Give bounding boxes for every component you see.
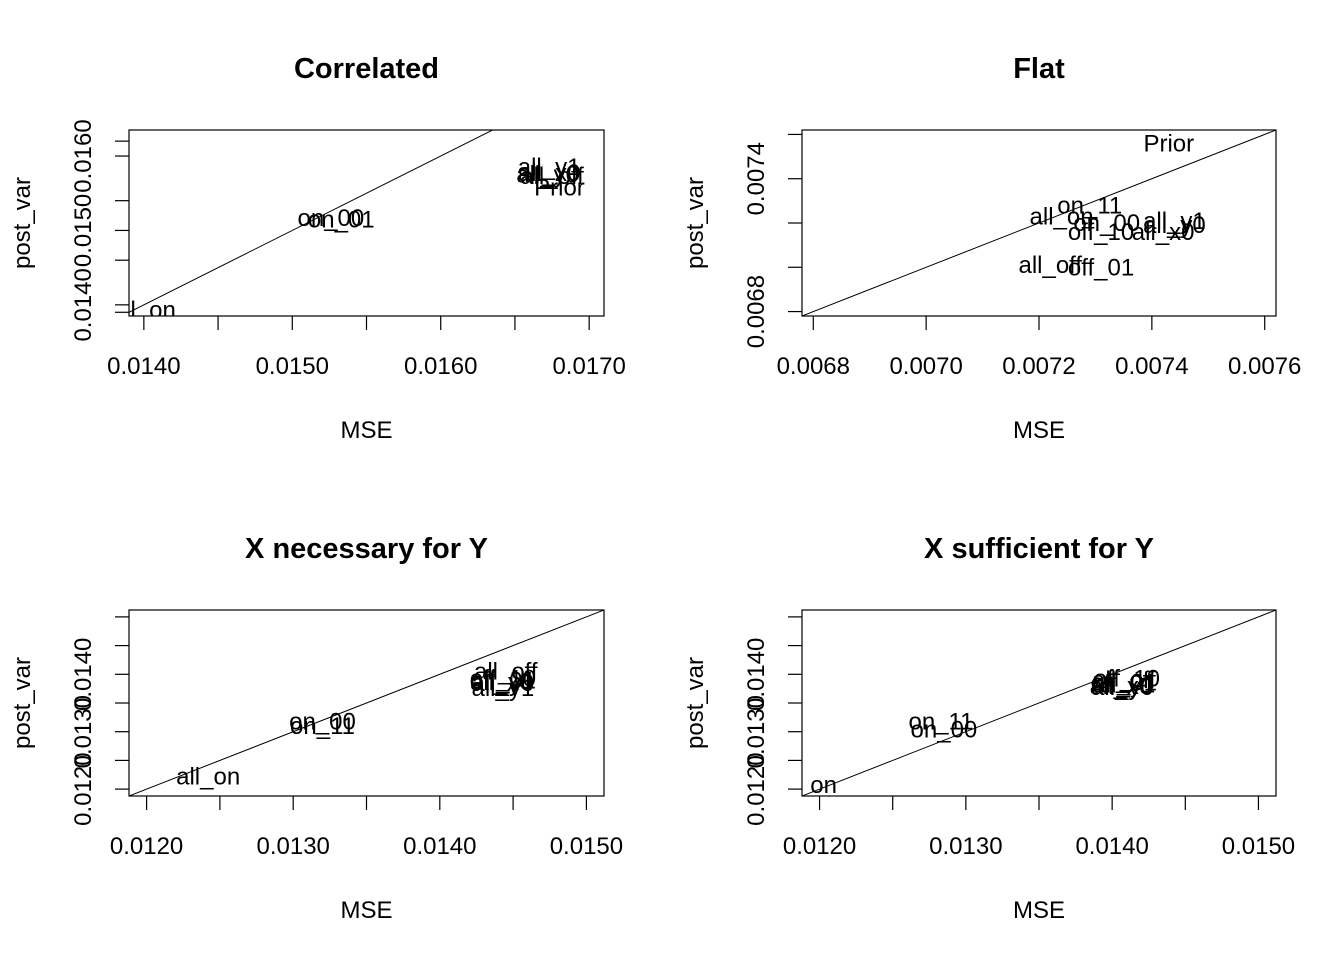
point-label-off-01: off_01 <box>1068 254 1134 281</box>
y-axis-label: post_var <box>9 177 36 269</box>
point-label-all-on: all_on <box>112 297 176 324</box>
x-tick-label: 0.0130 <box>256 833 329 860</box>
diagonal-line <box>802 130 1276 316</box>
point-label-all-on: all_on <box>1030 203 1094 230</box>
point-label-off-10: off_10 <box>470 665 536 692</box>
point-label-off-10: off_10 <box>1068 219 1134 246</box>
x-tick-label: 0.0120 <box>783 833 856 860</box>
point-label-all-y1: all_y1 <box>471 675 534 702</box>
point-label-all-x0: all_x0 <box>518 160 581 187</box>
point-label-prior: Prior <box>1143 130 1194 157</box>
x-axis-label: MSE <box>1013 897 1065 924</box>
point-label-all-y1: all_y1 <box>1143 208 1206 235</box>
x-tick-label: 0.0068 <box>777 353 850 380</box>
x-tick-label: 0.0150 <box>550 833 623 860</box>
diagonal-line <box>802 610 1276 796</box>
x-tick-label: 0.0150 <box>256 353 329 380</box>
y-tick-label: 0.0074 <box>743 142 770 215</box>
point-label-all-off: all_off <box>520 163 584 190</box>
point-label-on-00: on_00 <box>289 708 356 735</box>
x-tick-label: 0.0140 <box>1075 833 1148 860</box>
x-tick-label: 0.0070 <box>889 353 962 380</box>
point-label-all-y0: all_y0 <box>471 670 534 697</box>
y-tick-label: 0.0140 <box>743 638 770 711</box>
y-tick-label: 0.0068 <box>743 275 770 348</box>
x-tick-label: 0.0140 <box>403 833 476 860</box>
point-label-on-00: on_00 <box>298 205 365 232</box>
point-label-all-y1: all_y1 <box>1092 672 1155 699</box>
point-label-all-x0: all_x0 <box>470 669 533 696</box>
y-axis-label: post_var <box>682 657 709 749</box>
y-tick-label: 0.0150 <box>70 194 97 267</box>
point-label-on-11: on_11 <box>290 713 355 740</box>
point-label-all-x0: all_x0 <box>1132 219 1195 246</box>
y-tick-label: 0.0120 <box>743 752 770 825</box>
y-tick-label: 0.0140 <box>70 638 97 711</box>
point-label-all-y0: all_y0 <box>516 162 579 189</box>
point-label-all-off: all_off <box>1092 667 1156 694</box>
diagonal-line <box>129 610 604 796</box>
chart-title: X sufficient for Y <box>924 533 1154 565</box>
x-axis-label: MSE <box>340 897 392 924</box>
point-label-on-11: on_11 <box>1057 192 1122 219</box>
point-label-prior: Prior <box>534 174 585 201</box>
chart-title: Flat <box>1013 53 1065 85</box>
point-label-all-off: all_off <box>1018 252 1082 279</box>
point-label-on-00: on_00 <box>911 716 978 743</box>
x-tick-label: 0.0150 <box>1222 833 1295 860</box>
x-axis-label: MSE <box>340 417 392 444</box>
x-tick-label: 0.0170 <box>552 353 625 380</box>
point-label-all-on: all_on <box>176 763 240 790</box>
point-label-on-00: on_00 <box>1073 210 1140 237</box>
x-tick-label: 0.0076 <box>1228 353 1301 380</box>
point-label-all-off: all_off <box>474 658 538 685</box>
point-label-all-y0: all_y0 <box>1091 674 1154 701</box>
point-label-on-01: on_01 <box>308 206 375 233</box>
y-axis-label: post_var <box>9 657 36 749</box>
chart-title: Correlated <box>294 53 439 85</box>
point-label-off-10: off_10 <box>1094 665 1160 692</box>
y-tick-label: 0.0120 <box>70 752 97 825</box>
x-tick-label: 0.0140 <box>107 353 180 380</box>
x-axis-label: MSE <box>1013 417 1065 444</box>
chart-title: X necessary for Y <box>245 533 488 565</box>
x-tick-label: 0.0072 <box>1002 353 1075 380</box>
point-label-all-y0: all_y0 <box>1143 212 1206 239</box>
y-tick-label: 0.0140 <box>70 268 97 341</box>
y-tick-label: 0.0130 <box>70 695 97 768</box>
x-tick-label: 0.0130 <box>929 833 1002 860</box>
y-tick-label: 0.0160 <box>70 119 97 192</box>
point-label-off-01: off_01 <box>470 668 536 695</box>
x-tick-label: 0.0074 <box>1115 353 1188 380</box>
point-label-all-y1: all_y1 <box>518 154 581 181</box>
point-label-all-on: all_on <box>773 772 837 799</box>
y-tick-label: 0.0130 <box>743 695 770 768</box>
point-label-on-11: on_11 <box>908 708 973 735</box>
x-tick-label: 0.0160 <box>404 353 477 380</box>
x-tick-label: 0.0120 <box>110 833 183 860</box>
point-label-all-x0: all_x0 <box>1090 673 1153 700</box>
y-axis-label: post_var <box>682 177 709 269</box>
diagonal-line <box>129 130 494 313</box>
point-label-off-01: off_01 <box>1091 669 1157 696</box>
